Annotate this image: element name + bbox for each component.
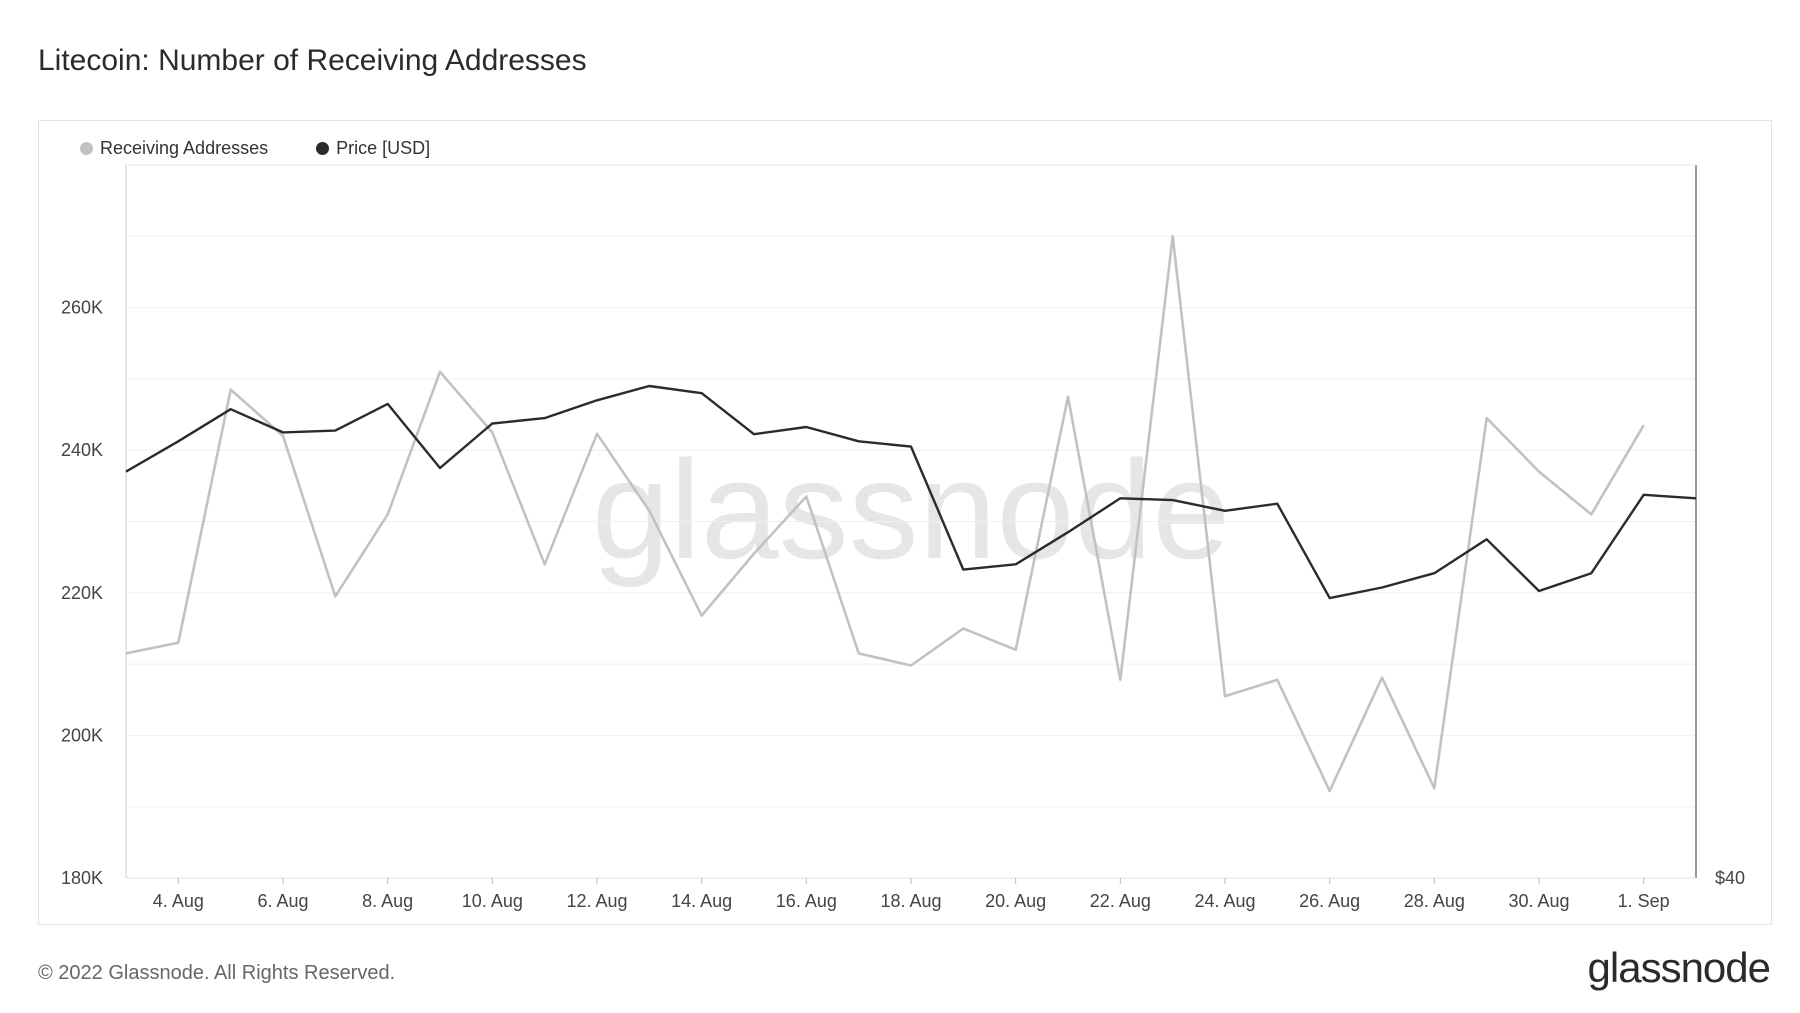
y-tick-label: 220K [61, 583, 103, 603]
x-tick-label: 24. Aug [1194, 891, 1255, 911]
copyright-footer: © 2022 Glassnode. All Rights Reserved. [38, 962, 396, 984]
x-tick-label: 22. Aug [1090, 891, 1151, 911]
y-tick-label: 240K [61, 440, 103, 460]
x-tick-label: 18. Aug [880, 891, 941, 911]
legend-dot-receiving [80, 142, 93, 155]
y-right-tick-label: $40 [1715, 868, 1745, 888]
x-tick-label: 10. Aug [462, 891, 523, 911]
chart-frame [38, 120, 1772, 925]
x-tick-label: 6. Aug [257, 891, 308, 911]
chart-title: Litecoin: Number of Receiving Addresses [38, 44, 587, 77]
x-tick-label: 28. Aug [1404, 891, 1465, 911]
legend-dot-price [316, 142, 330, 155]
x-tick-label: 14. Aug [671, 891, 732, 911]
series-line-receiving-addresses [125, 235, 1645, 793]
x-tick-label: 4. Aug [153, 891, 204, 911]
x-tick-label: 30. Aug [1508, 891, 1569, 911]
y-tick-label: 180K [61, 868, 103, 888]
legend-label-receiving: Receiving Addresses [100, 138, 269, 158]
legend: Receiving Addresses Price [USD] [80, 138, 430, 159]
legend-label-price: Price [USD] [336, 138, 431, 158]
legend-item-price[interactable]: Price [USD] [316, 138, 430, 159]
series-line-price [125, 384, 1697, 600]
y-tick-label: 200K [61, 725, 103, 745]
x-tick-label: 1. Sep [1618, 891, 1670, 911]
x-tick-label: 20. Aug [985, 891, 1046, 911]
legend-item-receiving[interactable]: Receiving Addresses [80, 138, 268, 159]
glassnode-logo: glassnode [1587, 944, 1771, 991]
x-tick-label: 12. Aug [566, 891, 627, 911]
y-tick-label: 260K [61, 298, 103, 318]
x-tick-label: 16. Aug [776, 891, 837, 911]
x-tick-label: 26. Aug [1299, 891, 1360, 911]
x-tick-label: 8. Aug [362, 891, 413, 911]
watermark-text: glassnode [592, 431, 1230, 588]
